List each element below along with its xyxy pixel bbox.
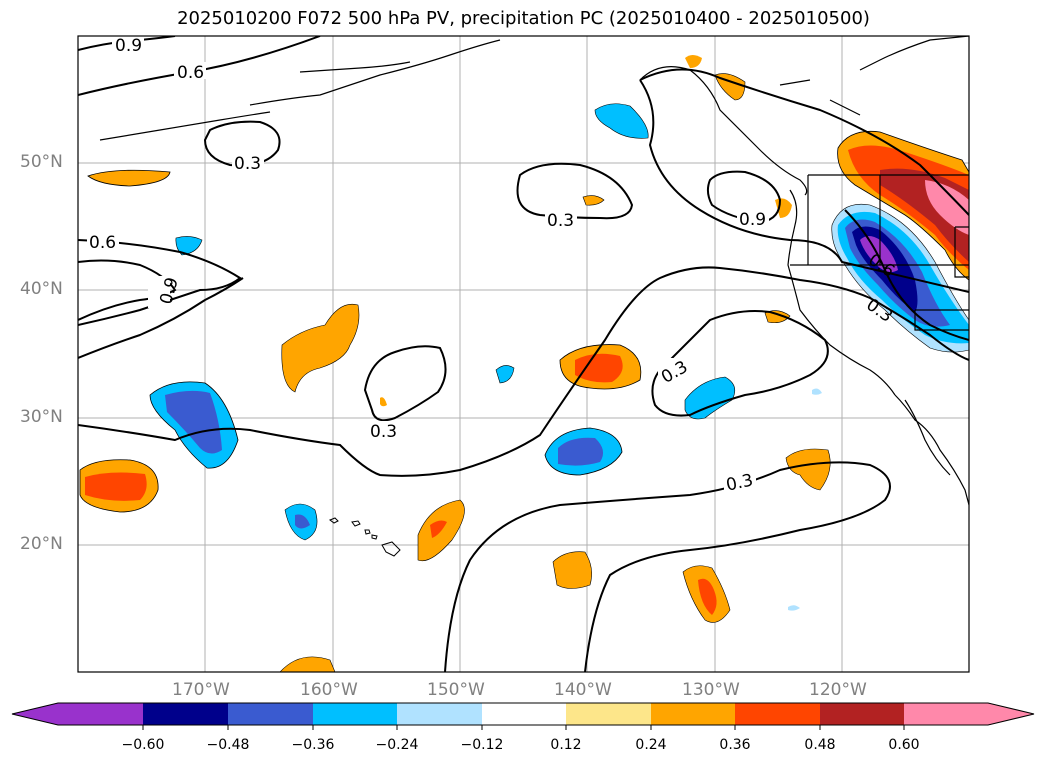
- gridlines: [78, 36, 969, 672]
- lat-label: 50°N: [20, 152, 63, 172]
- precip-blob: [714, 73, 746, 101]
- colorbar-tick-label: 0.60: [888, 737, 920, 753]
- coastlines: [99, 36, 969, 506]
- precip-blob: [558, 437, 604, 466]
- lat-label: 20°N: [20, 534, 63, 554]
- precip-blob: [775, 198, 792, 218]
- colorbar-segment: [313, 703, 397, 725]
- contour-label: 0.3: [370, 422, 397, 442]
- colorbar-segment: [904, 703, 988, 725]
- colorbar-tick-label: −0.48: [206, 737, 250, 753]
- colorbar-segment: [482, 703, 566, 725]
- colorbar-tick-label: −0.60: [121, 737, 165, 753]
- colorbar-tick-label: −0.12: [460, 737, 504, 753]
- precip-blob: [85, 472, 147, 501]
- colorbar-segment: [58, 703, 143, 725]
- precip-blob: [295, 514, 310, 529]
- precip-blob: [279, 656, 336, 672]
- hawaiian-islands: [328, 517, 401, 557]
- map-frame: [77, 35, 970, 673]
- pv-contours: [78, 36, 969, 672]
- colorbar-segment: [143, 703, 228, 725]
- map-area: [78, 36, 969, 672]
- precip-blob: [684, 376, 736, 420]
- colorbar-outline: [11, 702, 1035, 726]
- colorbar-segment: [397, 703, 482, 725]
- colorbar-segment: [735, 703, 820, 725]
- precip-blob: [785, 448, 831, 491]
- lat-label: 30°N: [20, 407, 63, 427]
- lon-label: 140°W: [554, 680, 612, 700]
- contour-label: 0.9: [739, 210, 766, 230]
- contour-label: 0.6: [177, 63, 204, 83]
- precip-blob: [860, 236, 898, 273]
- lon-label: 150°W: [427, 680, 485, 700]
- colorbar-extend-max: [988, 703, 1034, 725]
- precip-blob: [430, 520, 447, 538]
- map-title: 2025010200 F072 500 hPa PV, precipitatio…: [177, 8, 870, 29]
- colorbar: [11, 702, 1035, 730]
- colorbar-segment: [820, 703, 904, 725]
- contour-label: 0.6: [89, 233, 116, 253]
- lon-label: 170°W: [172, 680, 230, 700]
- precip-blob: [495, 365, 515, 384]
- precipitation-shading: [79, 55, 969, 672]
- precip-blob: [281, 303, 360, 393]
- precip-blob: [552, 551, 592, 589]
- precip-blob: [575, 353, 623, 383]
- precip-blob: [698, 578, 717, 615]
- colorbar-segment: [228, 703, 313, 725]
- lon-label: 120°W: [809, 680, 867, 700]
- contour-label: 0.3: [547, 211, 574, 231]
- lon-label: 160°W: [300, 680, 358, 700]
- colorbar-segment: [566, 703, 651, 725]
- colorbar-tick-label: −0.24: [375, 737, 419, 753]
- precip-blob: [812, 388, 822, 395]
- colorbar-extend-min: [12, 703, 58, 725]
- colorbar-tick-label: 0.36: [719, 737, 751, 753]
- precip-blob: [175, 236, 203, 256]
- precip-blob: [582, 195, 605, 206]
- precip-blob: [165, 390, 222, 454]
- colorbar-tick-label: 0.12: [550, 737, 582, 753]
- lat-label: 40°N: [20, 279, 63, 299]
- lon-label: 130°W: [682, 680, 740, 700]
- precip-blob: [87, 169, 171, 187]
- colorbar-segment: [651, 703, 735, 725]
- colorbar-tick-label: 0.24: [635, 737, 667, 753]
- precip-blob: [788, 605, 800, 611]
- precip-blob: [685, 55, 702, 68]
- contour-label: 0.9: [115, 36, 142, 56]
- precip-blob: [764, 310, 791, 324]
- precip-blob: [925, 180, 969, 235]
- colorbar-tick-label: 0.48: [804, 737, 836, 753]
- colorbar-tick-label: −0.36: [291, 737, 335, 753]
- precip-blob: [380, 397, 387, 407]
- contour-label: 0.3: [234, 154, 261, 174]
- contour-label: 0.3: [724, 470, 755, 495]
- precip-blob: [594, 103, 649, 139]
